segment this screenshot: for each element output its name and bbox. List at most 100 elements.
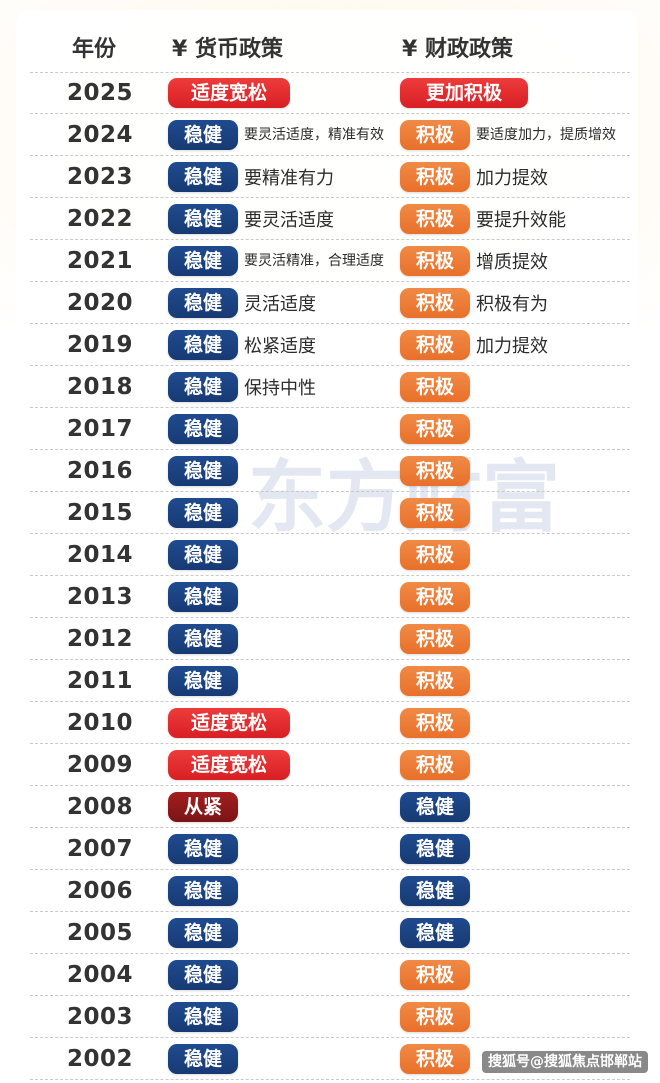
fiscal-policy-description: 要提升效能 — [476, 210, 566, 231]
table-row: 2020 稳健 灵活适度 积极 积极有为 — [0, 282, 660, 324]
year-cell: 2021 — [67, 248, 134, 274]
monetary-policy-badge: 稳健 — [168, 372, 238, 402]
year-cell: 2013 — [67, 584, 134, 610]
fiscal-policy-badge: 积极 — [400, 204, 470, 234]
year-cell: 2009 — [67, 752, 134, 778]
year-cell: 2004 — [67, 962, 134, 988]
monetary-policy-badge: 稳健 — [168, 498, 238, 528]
fiscal-policy-description: 增质提效 — [476, 252, 548, 273]
fiscal-policy-badge: 积极 — [400, 372, 470, 402]
monetary-policy-badge: 稳健 — [168, 540, 238, 570]
year-cell: 2022 — [67, 206, 134, 232]
year-cell: 2012 — [67, 626, 134, 652]
fiscal-policy-description: 积极有为 — [476, 294, 548, 315]
table-row: 2024 稳健 要灵活适度，精准有效 积极 要适度加力，提质增效 — [0, 114, 660, 156]
year-cell: 2006 — [67, 878, 134, 904]
fiscal-policy-badge: 积极 — [400, 624, 470, 654]
table-row: 2009 适度宽松 积极 — [0, 744, 660, 786]
monetary-policy-badge: 稳健 — [168, 918, 238, 948]
fiscal-policy-badge: 积极 — [400, 246, 470, 276]
year-cell: 2018 — [67, 374, 134, 400]
year-cell: 2023 — [67, 164, 134, 190]
table-row: 2002 稳健 积极 — [0, 1038, 660, 1080]
fiscal-policy-badge: 稳健 — [400, 834, 470, 864]
header-monetary-policy: ¥ 货币政策 — [172, 37, 283, 62]
fiscal-policy-badge: 积极 — [400, 288, 470, 318]
fiscal-policy-badge: 积极 — [400, 1002, 470, 1032]
year-cell: 2014 — [67, 542, 134, 568]
year-cell: 2017 — [67, 416, 134, 442]
table-row: 2004 稳健 积极 — [0, 954, 660, 996]
year-cell: 2008 — [67, 794, 134, 820]
table-row: 2016 稳健 积极 — [0, 450, 660, 492]
header-fiscal-policy: ¥ 财政政策 — [402, 37, 513, 62]
monetary-policy-badge: 稳健 — [168, 960, 238, 990]
fiscal-policy-badge: 积极 — [400, 540, 470, 570]
table-row: 2019 稳健 松紧适度 积极 加力提效 — [0, 324, 660, 366]
monetary-policy-badge: 稳健 — [168, 288, 238, 318]
monetary-policy-badge: 稳健 — [168, 162, 238, 192]
fiscal-policy-badge: 积极 — [400, 960, 470, 990]
table-header: 年份 ¥ 货币政策 ¥ 财政政策 — [0, 28, 660, 72]
monetary-policy-description: 要灵活精准，合理适度 — [244, 253, 384, 269]
monetary-policy-badge: 稳健 — [168, 120, 238, 150]
monetary-policy-badge: 稳健 — [168, 582, 238, 612]
monetary-policy-badge: 稳健 — [168, 834, 238, 864]
monetary-policy-badge: 稳健 — [168, 1002, 238, 1032]
monetary-policy-badge: 稳健 — [168, 204, 238, 234]
table-row: 2005 稳健 稳健 — [0, 912, 660, 954]
header-year: 年份 — [72, 37, 117, 62]
year-cell: 2011 — [67, 668, 134, 694]
year-cell: 2016 — [67, 458, 134, 484]
table-row: 2025 适度宽松 更加积极 — [0, 72, 660, 114]
table-row: 2012 稳健 积极 — [0, 618, 660, 660]
fiscal-policy-badge: 稳健 — [400, 876, 470, 906]
table-row: 2021 稳健 要灵活精准，合理适度 积极 增质提效 — [0, 240, 660, 282]
fiscal-policy-badge: 积极 — [400, 120, 470, 150]
fiscal-policy-badge: 更加积极 — [400, 78, 528, 108]
year-cell: 2005 — [67, 920, 134, 946]
table-row: 2023 稳健 要精准有力 积极 加力提效 — [0, 156, 660, 198]
fiscal-policy-badge: 积极 — [400, 162, 470, 192]
table-row: 2010 适度宽松 积极 — [0, 702, 660, 744]
fiscal-policy-description: 要适度加力，提质增效 — [476, 127, 616, 143]
year-cell: 2003 — [67, 1004, 134, 1030]
monetary-policy-badge: 从紧 — [168, 792, 238, 822]
table-row: 2006 稳健 稳健 — [0, 870, 660, 912]
fiscal-policy-description: 加力提效 — [476, 336, 548, 357]
monetary-policy-badge: 稳健 — [168, 414, 238, 444]
table-row: 2018 稳健 保持中性 积极 — [0, 366, 660, 408]
year-cell: 2015 — [67, 500, 134, 526]
monetary-policy-badge: 稳健 — [168, 1044, 238, 1074]
monetary-policy-description: 灵活适度 — [244, 294, 316, 315]
monetary-policy-description: 要灵活适度，精准有效 — [244, 127, 384, 143]
table-row: 2022 稳健 要灵活适度 积极 要提升效能 — [0, 198, 660, 240]
monetary-policy-badge: 适度宽松 — [168, 78, 290, 108]
monetary-policy-badge: 适度宽松 — [168, 708, 290, 738]
monetary-policy-description: 要精准有力 — [244, 168, 334, 189]
year-cell: 2025 — [67, 80, 134, 106]
monetary-policy-badge: 稳健 — [168, 624, 238, 654]
table-row: 2007 稳健 稳健 — [0, 828, 660, 870]
fiscal-policy-badge: 积极 — [400, 708, 470, 738]
fiscal-policy-badge: 积极 — [400, 666, 470, 696]
year-cell: 2010 — [67, 710, 134, 736]
fiscal-policy-badge: 积极 — [400, 750, 470, 780]
fiscal-policy-badge: 积极 — [400, 498, 470, 528]
source-watermark: 搜狐号@搜狐焦点邯郸站 — [482, 1051, 648, 1073]
fiscal-policy-badge: 稳健 — [400, 918, 470, 948]
year-cell: 2020 — [67, 290, 134, 316]
table-row: 2011 稳健 积极 — [0, 660, 660, 702]
year-cell: 2007 — [67, 836, 134, 862]
monetary-policy-badge: 稳健 — [168, 666, 238, 696]
fiscal-policy-badge: 积极 — [400, 456, 470, 486]
table-row: 2003 稳健 积极 — [0, 996, 660, 1038]
policy-table-card — [16, 10, 638, 1078]
fiscal-policy-badge: 稳健 — [400, 792, 470, 822]
fiscal-policy-badge: 积极 — [400, 582, 470, 612]
year-cell: 2024 — [67, 122, 134, 148]
monetary-policy-badge: 稳健 — [168, 246, 238, 276]
fiscal-policy-badge: 积极 — [400, 1044, 470, 1074]
year-cell: 2002 — [67, 1046, 134, 1072]
table-row: 2015 稳健 积极 — [0, 492, 660, 534]
